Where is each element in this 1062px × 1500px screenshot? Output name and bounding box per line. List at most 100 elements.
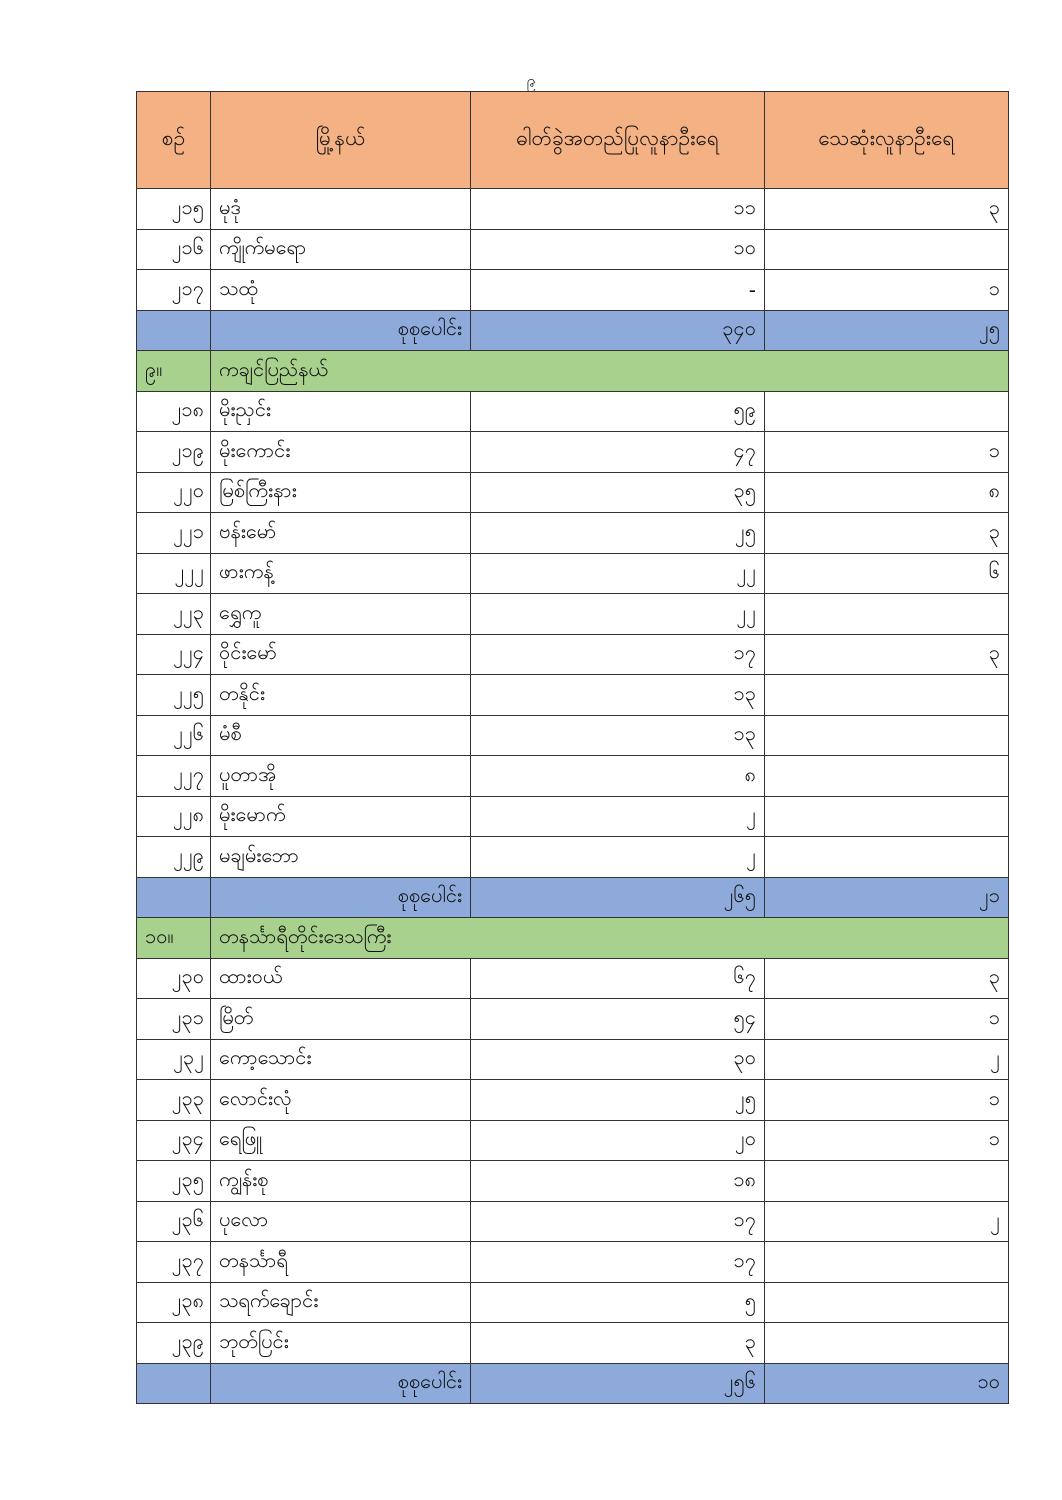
township-cases-table: စဉ် မြို့နယ် ဓါတ်ခွဲအတည်ပြုလူနာဦးရေ သေဆု… [136, 91, 1009, 1404]
table-row: ၂၃၇ တနင်္သာရီ ၁၇ [136, 1241, 1009, 1283]
death-count [764, 593, 1009, 635]
table-row: ၂၃၃ လောင်းလုံ ၂၅၁ [136, 1079, 1009, 1121]
serial-number: ၂၂၁ [136, 512, 211, 554]
table-row: ၂၂၈ မိုးမောက်၂ [136, 795, 1009, 837]
confirmed-count: ၁၁ [470, 188, 765, 230]
section-row: ၁၀။ တနင်္သာရီတိုင်းဒေသကြီး [136, 917, 1009, 959]
section-number: ၉။ [136, 350, 211, 392]
serial-number: ၂၁၇ [136, 269, 211, 311]
serial-number: ၂၂၄ [136, 633, 211, 675]
confirmed-count: ၅၉ [470, 390, 765, 432]
serial-number: ၂၃၁ [136, 998, 211, 1040]
serial-number: ၂၃၆ [136, 1200, 211, 1242]
death-count: ၂ [764, 1038, 1009, 1080]
table-row: ၂၂၉ မချမ်းဘော၂ [136, 836, 1009, 878]
table-row: ၂၃၀ ထားဝယ် ၆၇၃ [136, 957, 1009, 999]
township-name: ဝိုင်းမော် [210, 633, 471, 675]
serial-number: ၂၃၇ [136, 1241, 211, 1283]
total-label: စုစုပေါင်း [210, 876, 471, 918]
serial-number: ၂၃၂ [136, 1038, 211, 1080]
section-title: တနင်္သာရီတိုင်းဒေသကြီး [210, 917, 1009, 959]
death-count: ၁၀ [764, 1362, 1009, 1404]
death-count: ၁ [764, 431, 1009, 473]
confirmed-count: ၂၅ [470, 1079, 765, 1121]
table-header-row: စဉ် မြို့နယ် ဓါတ်ခွဲအတည်ပြုလူနာဦးရေ သေဆု… [136, 91, 1009, 189]
confirmed-count: ၁၀ [470, 228, 765, 270]
death-count [764, 1281, 1009, 1323]
serial-number: ၂၁၆ [136, 228, 211, 270]
confirmed-count: ၃ [470, 1322, 765, 1364]
township-name: ကျိုက်မရော [210, 228, 471, 270]
township-name: မုဒုံ [210, 188, 471, 230]
table-row: ၂၂၀ မြစ်ကြီးနား ၃၅၈ [136, 471, 1009, 513]
township-name: မချမ်းဘော [210, 836, 471, 878]
death-count [764, 1160, 1009, 1202]
township-name: ထားဝယ် [210, 957, 471, 999]
death-count [764, 1241, 1009, 1283]
death-count [764, 674, 1009, 716]
township-name: ရေဖြူ [210, 1119, 471, 1161]
confirmed-count: ၅၄ [470, 998, 765, 1040]
township-name: ပုလော [210, 1200, 471, 1242]
township-name: မိုးညှင်း [210, 390, 471, 432]
serial-number: ၂၂၃ [136, 593, 211, 635]
township-name: ဘုတ်ပြင်း [210, 1322, 471, 1364]
death-count [764, 795, 1009, 837]
serial-number [136, 876, 211, 918]
death-count: ၂၅ [764, 309, 1009, 351]
section-number: ၁၀။ [136, 917, 211, 959]
total-row: စုစုပေါင်း ၂၆၅ ၂၁ [136, 876, 1009, 918]
table-row: ၂၃၉ ဘုတ်ပြင်း၃ [136, 1322, 1009, 1364]
township-name: မံစီ [210, 714, 471, 756]
death-count [764, 755, 1009, 797]
township-name: ကော့သောင်း [210, 1038, 471, 1080]
table-row: ၂၁၉ မိုးကောင်း ၄၇၁ [136, 431, 1009, 473]
table-row: ၂၃၄ ရေဖြူ ၂၀၁ [136, 1119, 1009, 1161]
serial-number: ၂၂၆ [136, 714, 211, 756]
header-deaths: သေဆုံးလူနာဦးရေ [764, 91, 1009, 189]
table-row: ၂၃၆ ပုလော ၁၇၂ [136, 1200, 1009, 1242]
death-count: ၁ [764, 1119, 1009, 1161]
confirmed-count: ၂၂ [470, 552, 765, 594]
township-name: မြိတ် [210, 998, 471, 1040]
township-name: ဖားကန့် [210, 552, 471, 594]
confirmed-count: ၂ [470, 795, 765, 837]
total-row: စုစုပေါင်း ၃၄၀ ၂၅ [136, 309, 1009, 351]
township-name: မိုးကောင်း [210, 431, 471, 473]
table-row: ၂၂၇ ပူတာအို၈ [136, 755, 1009, 797]
confirmed-count: ၂၅၆ [470, 1362, 765, 1404]
death-count [764, 836, 1009, 878]
table-row: ၂၃၈ သရက်ချောင်း၅ [136, 1281, 1009, 1323]
serial-number: ၂၃၄ [136, 1119, 211, 1161]
confirmed-count: ၁၇ [470, 1241, 765, 1283]
confirmed-count: ၆၇ [470, 957, 765, 999]
township-name: မြစ်ကြီးနား [210, 471, 471, 513]
confirmed-count: - [470, 269, 765, 311]
serial-number: ၂၃၅ [136, 1160, 211, 1202]
township-name: သရက်ချောင်း [210, 1281, 471, 1323]
death-count: ၁ [764, 269, 1009, 311]
table-row: ၂၂၃ ရွှေကူ ၂၂ [136, 593, 1009, 635]
death-count: ၃ [764, 512, 1009, 554]
serial-number: ၂၁၉ [136, 431, 211, 473]
confirmed-count: ၃၄၀ [470, 309, 765, 351]
serial-number: ၂၁၅ [136, 188, 211, 230]
table-row: ၂၂၅ တနိုင်း ၁၃ [136, 674, 1009, 716]
confirmed-count: ၁၃ [470, 714, 765, 756]
serial-number: ၂၂၅ [136, 674, 211, 716]
header-township: မြို့နယ် [210, 91, 471, 189]
death-count: ၃ [764, 633, 1009, 675]
death-count [764, 228, 1009, 270]
serial-number: ၂၃၈ [136, 1281, 211, 1323]
township-name: ရွှေကူ [210, 593, 471, 635]
death-count: ၈ [764, 471, 1009, 513]
serial-number: ၂၂၉ [136, 836, 211, 878]
header-confirmed: ဓါတ်ခွဲအတည်ပြုလူနာဦးရေ [470, 91, 765, 189]
death-count: ၆ [764, 552, 1009, 594]
death-count [764, 714, 1009, 756]
confirmed-count: ၄၇ [470, 431, 765, 473]
confirmed-count: ၂၀ [470, 1119, 765, 1161]
serial-number: ၂၃၉ [136, 1322, 211, 1364]
header-serial: စဉ် [136, 91, 211, 189]
confirmed-count: ၃၀ [470, 1038, 765, 1080]
